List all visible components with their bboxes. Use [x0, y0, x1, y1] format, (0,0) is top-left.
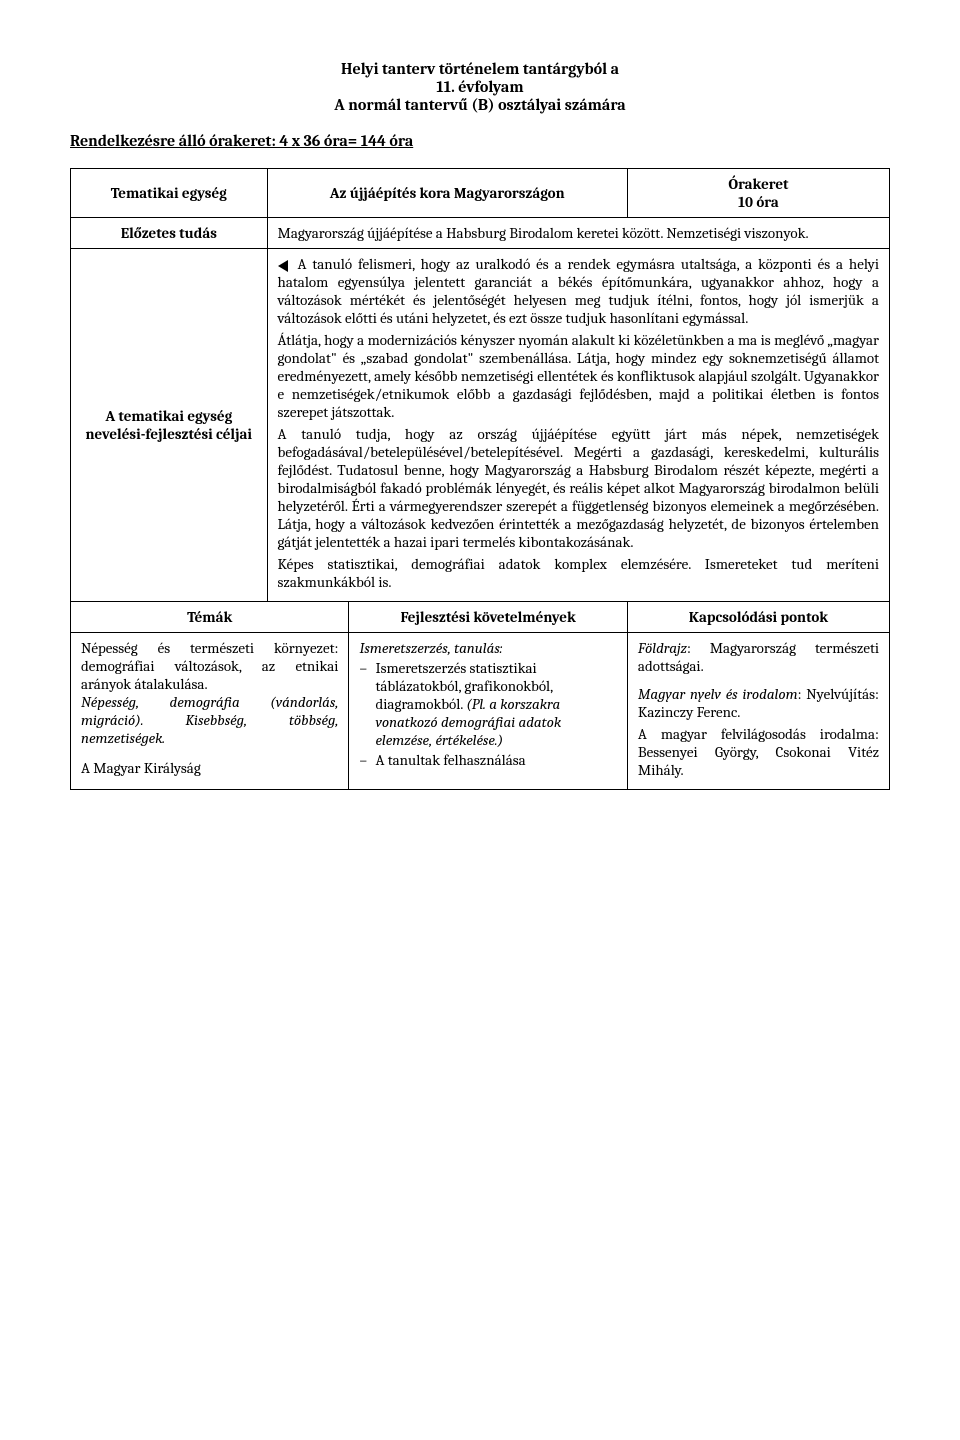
themes-body: Népesség és természeti környezet: demogr… — [71, 633, 349, 790]
col-themes: Témák — [71, 602, 349, 633]
prior-label: Előzetes tudás — [71, 218, 268, 249]
goals-p3: A tanuló tudja, hogy az ország újjáépíté… — [278, 425, 879, 551]
header-line: A normál tantervű (B) osztályai számára — [70, 96, 890, 114]
unit-label: Tematikai egység — [71, 169, 268, 218]
goals-p4: Képes statisztikai, demográfiai adatok k… — [278, 555, 879, 591]
theme-1: Népesség és természeti környezet: demogr… — [81, 639, 338, 747]
unit-title: Az újjáépítés kora Magyarországon — [267, 169, 627, 218]
unit-hours: Órakeret 10 óra — [627, 169, 889, 218]
dev-list: Ismeretszerzés statisztikai táblázatokbó… — [359, 659, 616, 769]
prior-text: Magyarország újjáépítése a Habsburg Biro… — [267, 218, 889, 249]
conn-3: A magyar felvilágosodás irodalma: Bessen… — [638, 725, 879, 779]
conn-1: Földrajz: Magyarország természeti adotts… — [638, 639, 879, 675]
triangle-icon — [278, 260, 288, 272]
col-dev: Fejlesztési követelmények — [349, 602, 627, 633]
conn-body: Földrajz: Magyarország természeti adotts… — [627, 633, 889, 790]
header-line: 11. évfolyam — [70, 78, 890, 96]
available-hours: Rendelkezésre álló órakeret: 4 x 36 óra=… — [70, 132, 890, 150]
conn-2: Magyar nyelv és irodalom: Nyelvújítás: K… — [638, 685, 879, 721]
hours-label: Órakeret — [638, 175, 879, 193]
hours-value: 10 óra — [638, 193, 879, 211]
dev-heading: Ismeretszerzés, tanulás: — [359, 639, 616, 657]
dev-item: Ismeretszerzés statisztikai táblázatokbó… — [375, 659, 616, 749]
goals-p1: A tanuló felismeri, hogy az uralkodó és … — [278, 255, 879, 327]
col-conn: Kapcsolódási pontok — [627, 602, 889, 633]
header-line: Helyi tanterv történelem tantárgyból a — [70, 60, 890, 78]
goals-p2: Átlátja, hogy a modernizációs kényszer n… — [278, 331, 879, 421]
dev-body: Ismeretszerzés, tanulás: Ismeretszerzés … — [349, 633, 627, 790]
dev-item: A tanultak felhasználása — [375, 751, 616, 769]
goals-body: A tanuló felismeri, hogy az uralkodó és … — [267, 249, 889, 602]
curriculum-table: Tematikai egység Az újjáépítés kora Magy… — [70, 168, 890, 790]
doc-header: Helyi tanterv történelem tantárgyból a 1… — [70, 60, 890, 114]
theme-2: A Magyar Királyság — [81, 759, 338, 777]
goals-label: A tematikai egység nevelési-fejlesztési … — [71, 249, 268, 602]
